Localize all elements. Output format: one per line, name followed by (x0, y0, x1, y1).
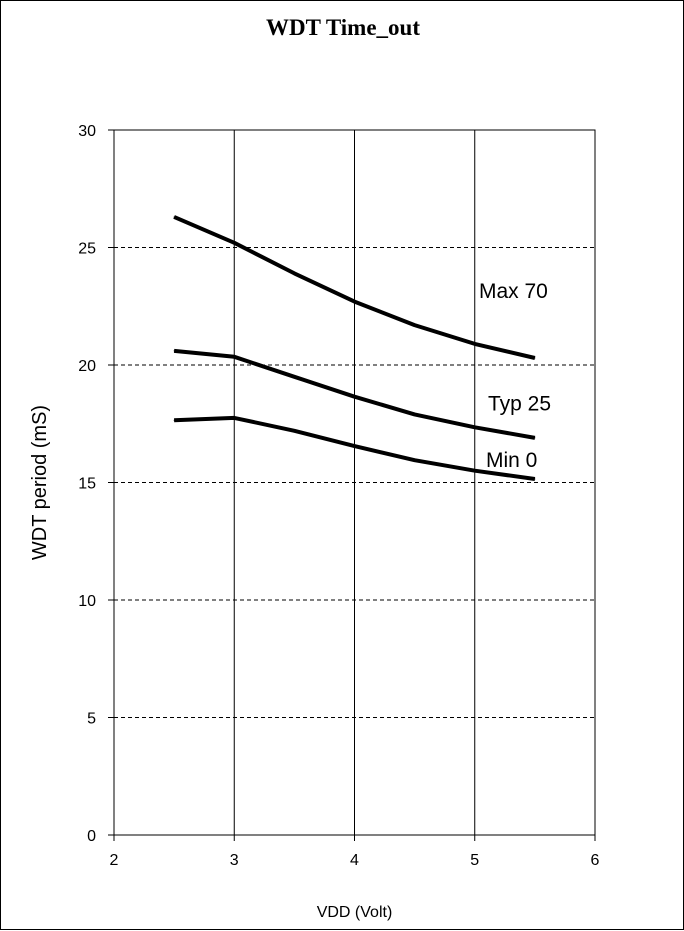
y-tick-label-15: 15 (78, 476, 96, 493)
y-axis-title: WDT period (mS) (29, 405, 51, 560)
series-label-min-0: Min 0 (486, 449, 537, 472)
data-point-max-70-1 (233, 242, 235, 244)
data-point-typ-25-6 (534, 437, 536, 439)
data-point-max-70-4 (414, 324, 416, 326)
y-tick-label-25: 25 (78, 241, 96, 258)
data-point-typ-25-5 (474, 426, 476, 428)
series-label-typ-25: Typ 25 (488, 393, 551, 416)
x-tick-label-4: 4 (350, 852, 359, 869)
data-point-min-0-0 (173, 419, 175, 421)
y-tick-label-20: 20 (78, 358, 96, 375)
y-tick-label-5: 5 (87, 711, 96, 728)
data-point-max-70-3 (354, 301, 355, 303)
y-tick-label-10: 10 (78, 593, 96, 610)
y-tick-label-0: 0 (87, 828, 96, 845)
data-point-typ-25-4 (414, 413, 416, 415)
x-tick-label-5: 5 (470, 852, 479, 869)
series-label-max-70: Max 70 (479, 280, 548, 303)
data-point-max-70-0 (173, 216, 175, 218)
data-point-max-70-2 (293, 272, 295, 274)
data-point-min-0-4 (414, 459, 416, 461)
x-tick-label-2: 2 (110, 852, 119, 869)
data-point-min-0-3 (354, 445, 355, 447)
data-point-min-0-6 (534, 478, 536, 480)
x-tick-label-3: 3 (230, 852, 239, 869)
data-point-max-70-5 (474, 343, 476, 345)
data-point-min-0-1 (233, 417, 235, 419)
y-tick-label-30: 30 (78, 123, 96, 140)
chart-title: WDT Time_out (265, 15, 420, 40)
x-axis-title: VDD (Volt) (317, 904, 393, 921)
data-point-min-0-5 (474, 470, 476, 472)
data-point-typ-25-0 (173, 350, 175, 352)
data-point-typ-25-1 (233, 356, 235, 358)
x-tick-label-6: 6 (591, 852, 600, 869)
data-point-min-0-2 (293, 430, 295, 432)
data-point-typ-25-3 (354, 396, 355, 398)
data-point-max-70-6 (534, 357, 536, 359)
data-point-typ-25-2 (293, 376, 295, 378)
